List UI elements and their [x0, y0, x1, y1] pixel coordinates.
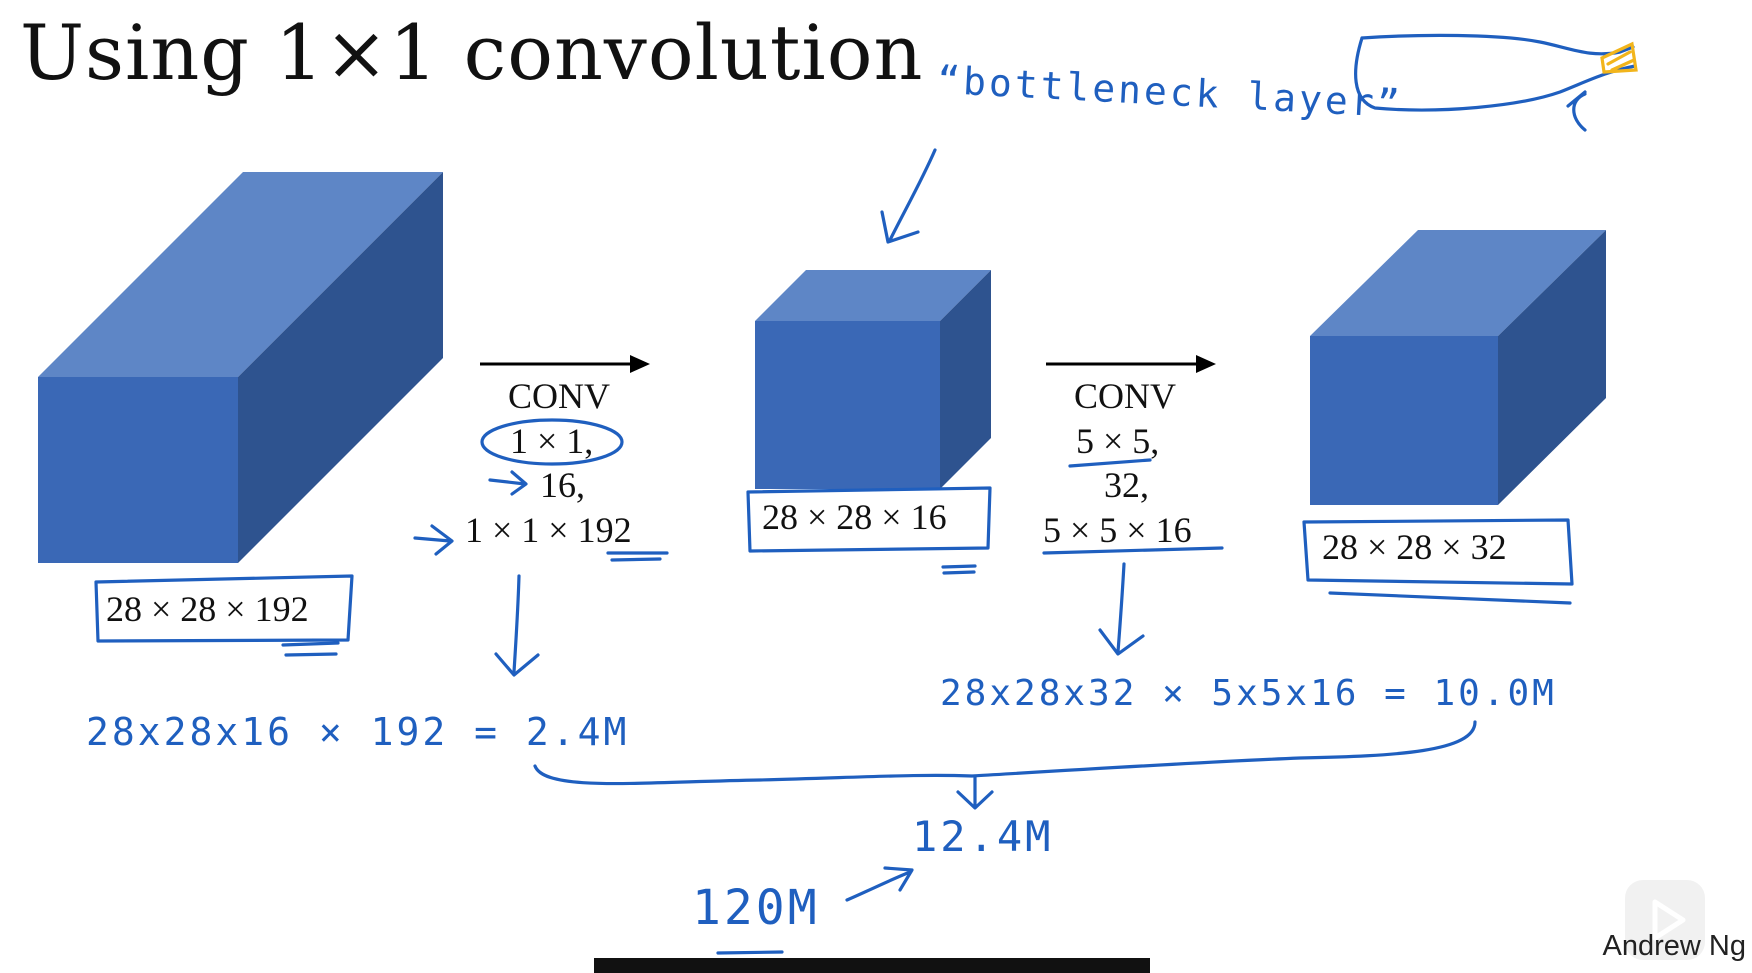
conv1-shape: 1 × 1 × 192 [465, 510, 632, 550]
input-volume-side [238, 172, 443, 563]
output-volume-side [1498, 230, 1606, 505]
underline-conv1-192 [606, 551, 669, 562]
conv2-shape: 5 × 5 × 16 [1043, 510, 1192, 550]
output-dimension-label: 28 × 28 × 32 [1322, 527, 1507, 567]
input-volume [38, 172, 443, 563]
conv2-arrow [1046, 355, 1216, 373]
underline-output [1328, 591, 1572, 605]
bottle-highlight [1600, 41, 1638, 74]
input-dim-box [94, 574, 354, 643]
bottleneck-volume-top [755, 270, 991, 321]
brace-down-arrow [956, 774, 994, 810]
underline-conv2-size [1068, 458, 1152, 468]
bottle-sketch [1354, 33, 1637, 112]
conv2-size: 5 × 5, [1076, 421, 1160, 461]
circle-1x1 [480, 418, 624, 466]
pointer-192 [413, 524, 454, 556]
input-volume-front [38, 377, 238, 563]
total-cost: 12.4M [912, 812, 1054, 861]
conv1-arrow [480, 355, 650, 373]
bottleneck-volume-front [755, 321, 940, 489]
output-volume [1310, 230, 1606, 505]
subtitle-bar [594, 958, 1150, 973]
conv1-filters: 16, [540, 465, 585, 505]
bottleneck-pointer-arrow [880, 148, 937, 244]
previous-cost: 120M [692, 880, 820, 936]
slide-title: Using 1×1 convolution [20, 8, 924, 97]
output-dim-box [1302, 518, 1574, 586]
bottleneck-volume [755, 270, 991, 489]
underline-conv2-shape [1042, 546, 1224, 555]
bottleneck-dim-box [746, 486, 992, 553]
down-arrow-1 [494, 574, 540, 677]
conv2-filters: 32, [1104, 465, 1149, 505]
down-arrow-2 [1098, 562, 1145, 656]
underline-16 [941, 564, 977, 575]
output-volume-front [1310, 336, 1498, 505]
play-button[interactable] [1625, 880, 1705, 960]
bottleneck-volume-side [940, 270, 991, 489]
compare-arrow [845, 866, 914, 902]
input-dimension-label: 28 × 28 × 192 [106, 589, 309, 629]
sum-brace [533, 720, 1477, 786]
underline-192 [281, 641, 340, 657]
author-credit: Andrew Ng [1602, 930, 1746, 962]
bottle-neck-mark [1566, 90, 1587, 132]
bottleneck-dimension-label: 28 × 28 × 16 [762, 497, 947, 537]
play-icon [1652, 899, 1686, 941]
pointer-16 [488, 470, 528, 496]
conv1-size: 1 × 1, [510, 421, 594, 461]
underline-120m [716, 950, 784, 955]
conv2-name: CONV [1074, 376, 1177, 416]
conv1-cost-calc: 28x28x16 × 192 = 2.4M [86, 710, 630, 754]
input-volume-top [38, 172, 443, 377]
conv1-name: CONV [508, 376, 611, 416]
output-volume-top [1310, 230, 1606, 336]
conv2-cost-calc: 28x28x32 × 5x5x16 = 10.0M [940, 673, 1557, 714]
